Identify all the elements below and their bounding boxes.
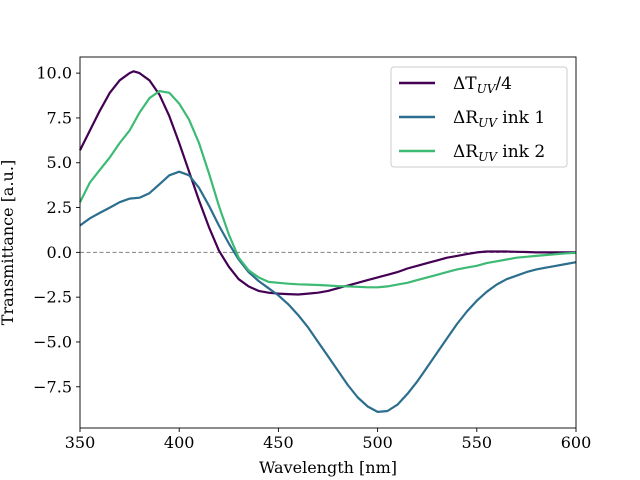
y-axis-label: Transmittance [a.u.] [0,160,17,325]
series-line-1 [79,70,576,296]
series-line-2 [79,170,577,413]
y-tick-label: 2.5 [47,198,72,217]
legend-label-1: ΔTUV/4 [453,74,512,96]
legend: ΔTUV/4 ΔRUV ink 1 ΔRUV ink 2 [390,66,568,168]
y-tick-label: 5.0 [47,153,72,172]
x-tick-label: 550 [462,433,493,452]
y-tick-label: −2.5 [33,288,72,307]
x-tick-label: 400 [164,433,195,452]
series-line-3 [79,89,577,289]
y-tick-label: 10.0 [36,64,72,83]
y-tick-label: −7.5 [33,377,72,396]
legend-label-2: ΔRUV ink 1 [453,108,545,130]
x-axis-label: Wavelength [nm] [259,458,397,477]
plot-area [79,70,577,413]
legend-label-3: ΔRUV ink 2 [453,142,545,164]
x-tick-label: 500 [362,433,393,452]
x-tick-label: 450 [263,433,294,452]
y-tick-label: −5.0 [33,332,72,351]
x-tick-label: 350 [65,433,96,452]
plot-frame [79,56,577,429]
y-tick-label: 0.0 [47,243,72,262]
y-tick-label: 7.5 [47,108,72,127]
legend-box [390,66,568,168]
x-tick-label: 600 [561,433,592,452]
axes: 350 400 450 500 550 600 −7.5 −5.0 −2.5 0.0 2.5 5.0 7… [33,56,592,452]
